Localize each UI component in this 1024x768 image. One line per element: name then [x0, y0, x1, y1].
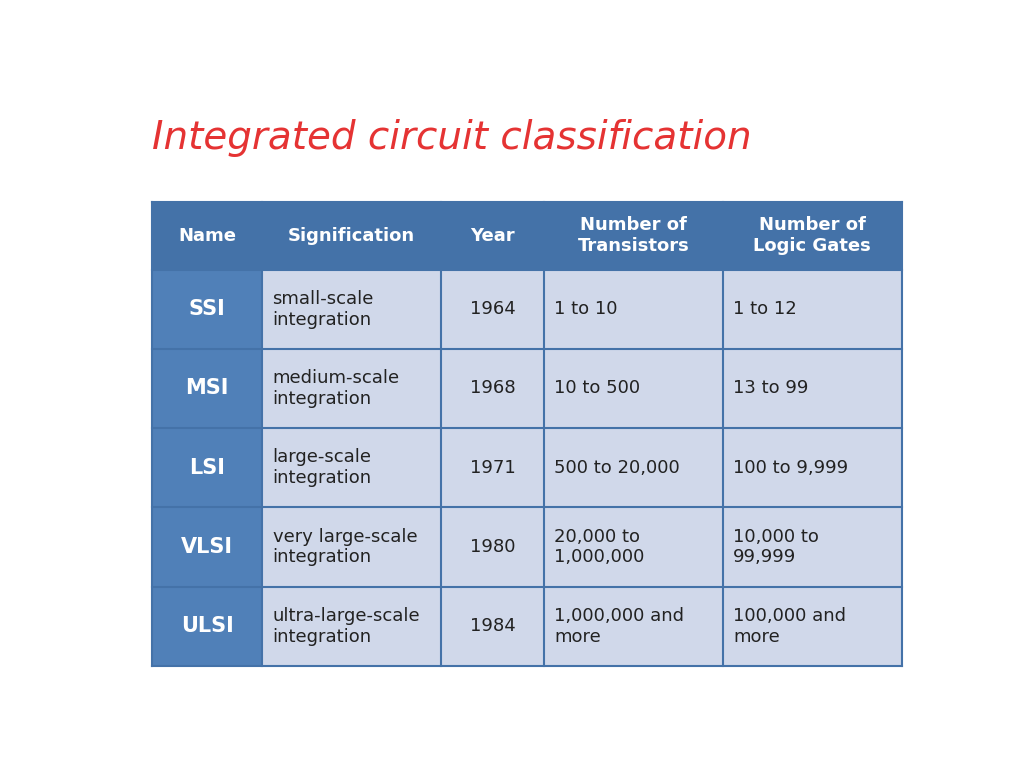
Bar — [441, 201, 544, 270]
Text: 1984: 1984 — [470, 617, 515, 635]
Text: Signification: Signification — [288, 227, 415, 244]
Text: 1,000,000 and
more: 1,000,000 and more — [554, 607, 684, 646]
Text: 100,000 and
more: 100,000 and more — [733, 607, 846, 646]
Text: VLSI: VLSI — [181, 537, 233, 557]
Text: LSI: LSI — [189, 458, 225, 478]
Text: ultra-large-scale
integration: ultra-large-scale integration — [272, 607, 420, 646]
Text: Integrated circuit classification: Integrated circuit classification — [152, 119, 752, 157]
Bar — [152, 201, 902, 666]
Text: Number of
Logic Gates: Number of Logic Gates — [754, 216, 871, 255]
Text: 20,000 to
1,000,000: 20,000 to 1,000,000 — [554, 528, 644, 566]
Text: 500 to 20,000: 500 to 20,000 — [554, 458, 680, 477]
Bar — [152, 349, 262, 428]
Bar — [152, 587, 262, 666]
Text: MSI: MSI — [185, 379, 228, 399]
Bar — [152, 428, 262, 508]
Text: 1 to 12: 1 to 12 — [733, 300, 797, 318]
Text: 10 to 500: 10 to 500 — [554, 379, 640, 397]
Bar — [152, 270, 262, 349]
Text: large-scale
integration: large-scale integration — [272, 449, 372, 487]
Text: 10,000 to
99,999: 10,000 to 99,999 — [733, 528, 819, 566]
Bar — [152, 201, 262, 270]
Text: medium-scale
integration: medium-scale integration — [272, 369, 399, 408]
Text: very large-scale
integration: very large-scale integration — [272, 528, 417, 566]
Text: 1971: 1971 — [470, 458, 515, 477]
Text: 100 to 9,999: 100 to 9,999 — [733, 458, 848, 477]
Text: 1964: 1964 — [470, 300, 515, 318]
Text: 1968: 1968 — [470, 379, 515, 397]
Text: small-scale
integration: small-scale integration — [272, 290, 374, 329]
Text: 1 to 10: 1 to 10 — [554, 300, 617, 318]
Text: 13 to 99: 13 to 99 — [733, 379, 809, 397]
Bar — [544, 201, 723, 270]
Bar — [723, 201, 902, 270]
Text: Name: Name — [178, 227, 236, 244]
Text: Number of
Transistors: Number of Transistors — [578, 216, 689, 255]
Text: SSI: SSI — [188, 300, 225, 319]
Bar — [262, 201, 441, 270]
Text: Year: Year — [470, 227, 515, 244]
Bar — [152, 508, 262, 587]
Text: ULSI: ULSI — [180, 616, 233, 636]
Text: 1980: 1980 — [470, 538, 515, 556]
